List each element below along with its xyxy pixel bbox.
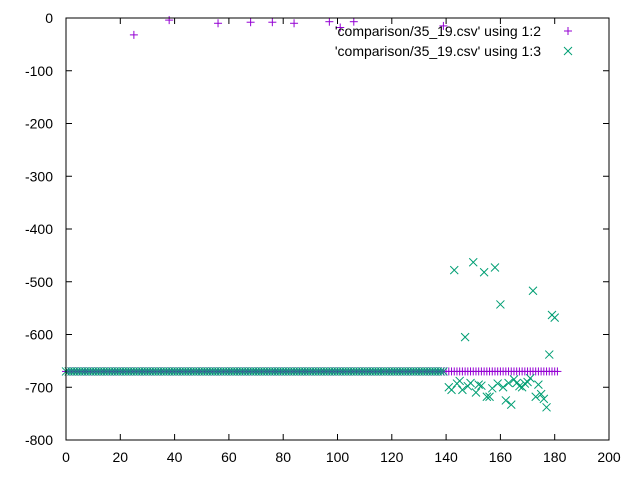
- plot-area: [61, 16, 562, 412]
- data-point: [436, 367, 446, 376]
- data-point: [523, 377, 532, 387]
- x-tick-label: 80: [275, 449, 291, 465]
- data-point: [439, 21, 448, 30]
- x-tick-label: 200: [597, 449, 621, 465]
- x-tick-label: 40: [167, 449, 183, 465]
- data-point: [493, 379, 503, 388]
- y-tick-label: -400: [25, 221, 53, 237]
- data-point: [504, 378, 513, 388]
- legend-label-series-1: 'comparison/35_19.csv' using 1:2: [335, 23, 541, 39]
- data-point: [479, 267, 489, 277]
- data-point: [490, 263, 500, 272]
- legend-marker-symbol: [563, 46, 573, 56]
- data-point: [460, 332, 470, 342]
- data-point: [336, 23, 345, 32]
- y-tick-label: -700: [25, 379, 53, 395]
- legend-marker-series-2: [563, 46, 573, 56]
- data-point: [325, 17, 334, 26]
- data-point: [349, 17, 358, 26]
- data-point: [542, 402, 551, 412]
- data-point: [214, 19, 223, 28]
- legend-label-series-2: 'comparison/35_19.csv' using 1:3: [335, 43, 541, 59]
- data-point: [515, 381, 524, 391]
- axes: 0 20 40 60 80 100 120 140 160 180 200 0 -100 -200 -300…: [25, 10, 621, 465]
- data-point: [466, 378, 475, 388]
- data-point: [477, 381, 486, 391]
- legend-marker-series-1: [564, 27, 572, 35]
- data-point: [468, 257, 478, 267]
- data-point: [449, 265, 459, 275]
- data-point: [458, 385, 467, 395]
- legend-marker-symbol: [564, 27, 572, 35]
- y-tick-label: -200: [25, 116, 53, 132]
- data-point: [544, 350, 554, 359]
- data-point: [534, 380, 543, 389]
- data-point: [439, 367, 448, 376]
- data-point: [482, 392, 492, 402]
- data-point: [550, 313, 560, 322]
- y-tick-label: -600: [25, 327, 53, 343]
- series-2: [61, 257, 560, 412]
- data-point: [498, 382, 508, 392]
- x-tick-label: 60: [221, 449, 237, 465]
- data-point: [268, 18, 277, 27]
- data-point: [509, 374, 519, 384]
- x-tick-label: 160: [489, 449, 513, 465]
- y-tick-label: 0: [45, 10, 53, 26]
- x-tick-label: 120: [380, 449, 404, 465]
- y-tick-label: -800: [25, 432, 53, 448]
- series-1: [62, 16, 562, 376]
- data-point: [485, 392, 494, 402]
- y-tick-label: -100: [25, 63, 53, 79]
- data-point: [471, 388, 481, 397]
- data-point: [531, 392, 541, 402]
- data-point: [129, 30, 138, 39]
- data-point: [525, 373, 535, 383]
- x-tick-label: 20: [113, 449, 129, 465]
- data-point: [536, 389, 546, 399]
- x-tick-label: 180: [543, 449, 567, 465]
- data-point: [496, 300, 505, 309]
- data-point: [447, 385, 456, 395]
- data-point: [290, 19, 299, 28]
- data-point: [165, 16, 174, 25]
- data-point: [246, 18, 255, 27]
- x-tick-label: 140: [434, 449, 458, 465]
- data-point: [528, 286, 538, 296]
- data-point: [455, 376, 465, 386]
- data-point: [553, 367, 562, 376]
- data-point: [539, 394, 549, 404]
- legend: 'comparison/35_19.csv' using 1:2 'compar…: [335, 23, 573, 59]
- data-point: [501, 396, 511, 405]
- plot-frame: [65, 17, 610, 441]
- data-point: [474, 380, 484, 389]
- x-tick-label: 0: [62, 449, 70, 465]
- data-point: [506, 400, 516, 410]
- x-tick-label: 100: [326, 449, 350, 465]
- y-tick-label: -300: [25, 168, 53, 184]
- y-tick-label: -500: [25, 274, 53, 290]
